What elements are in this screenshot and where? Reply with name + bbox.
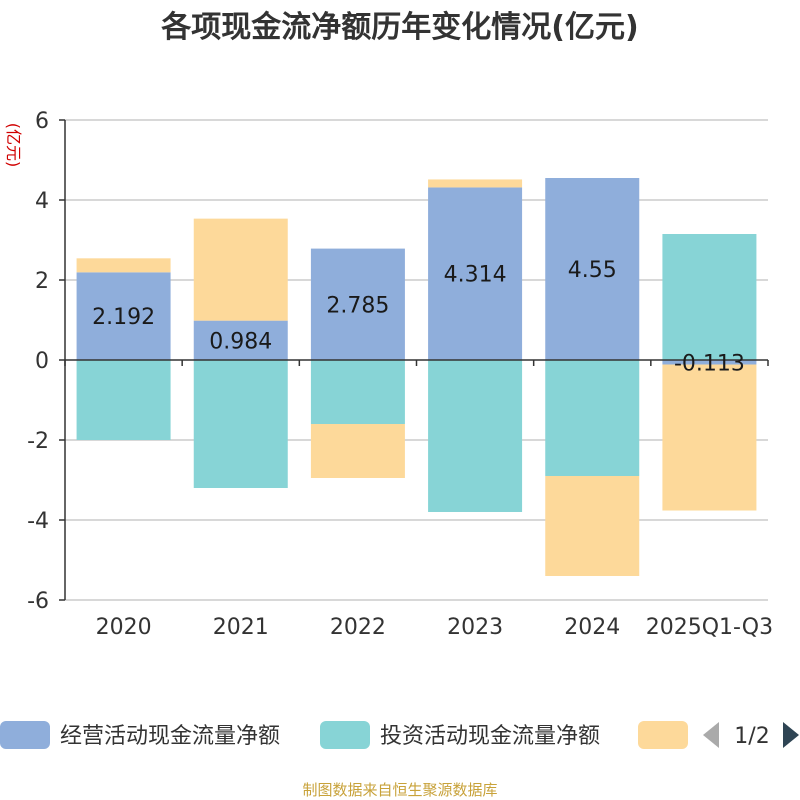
data-label-2022: 2.785 bbox=[326, 293, 389, 318]
bar-series-1-2022[interactable] bbox=[310, 248, 405, 360]
bar-series-3-2025Q1-Q3[interactable] bbox=[662, 364, 757, 511]
data-label-2021: 0.984 bbox=[209, 329, 272, 354]
bar-series-2-2025Q1-Q3[interactable] bbox=[662, 234, 757, 360]
legend-swatch-1[interactable] bbox=[0, 721, 50, 749]
x-tick-label: 2021 bbox=[213, 615, 269, 640]
legend: 经营活动现金流量净额 投资活动现金流量净额 1/2 bbox=[0, 721, 799, 749]
data-label-2025Q1-Q3: -0.113 bbox=[674, 351, 745, 376]
legend-swatch-3[interactable] bbox=[638, 721, 688, 749]
legend-next-icon[interactable] bbox=[783, 722, 799, 748]
axes: 6 4 2 0 -2 -4 -6 2020 2021 2022 2023 2024 2025Q1-Q3 bbox=[27, 109, 773, 640]
bar-series-1-2023[interactable] bbox=[428, 187, 523, 360]
bar-series-3-2024[interactable] bbox=[545, 476, 640, 576]
data-label-2024: 4.55 bbox=[568, 258, 617, 283]
bar-series-1-2025Q1-Q3[interactable] bbox=[662, 360, 757, 365]
chart-title: 各项现金流净额历年变化情况(亿元) bbox=[160, 10, 638, 45]
bar-series-2-2021[interactable] bbox=[193, 360, 288, 488]
legend-page-indicator: 1/2 bbox=[734, 724, 769, 749]
y-axis-label: (亿元) bbox=[4, 123, 23, 168]
legend-label-2[interactable]: 投资活动现金流量净额 bbox=[380, 724, 600, 749]
bar-series-1-2020[interactable] bbox=[76, 272, 171, 360]
data-labels: 2.192 0.984 2.785 4.314 4.55 -0.113 bbox=[92, 258, 745, 376]
y-tick-label: -2 bbox=[27, 429, 49, 454]
source-footer: 制图数据来自恒生聚源数据库 bbox=[302, 781, 497, 799]
bar-series-3-2023[interactable] bbox=[428, 179, 523, 188]
bar-series-3-2022[interactable] bbox=[310, 424, 405, 478]
bar-series-1-2021[interactable] bbox=[193, 320, 288, 360]
x-tick-label: 2025Q1-Q3 bbox=[646, 615, 773, 640]
bar-series-2-2023[interactable] bbox=[428, 360, 523, 512]
y-tick-label: -4 bbox=[27, 509, 49, 534]
legend-swatch-2[interactable] bbox=[320, 721, 370, 749]
x-tick-label: 2023 bbox=[447, 615, 503, 640]
data-label-2023: 4.314 bbox=[444, 263, 507, 288]
y-tick-label: -6 bbox=[27, 589, 49, 614]
x-tick-label: 2020 bbox=[96, 615, 152, 640]
y-tick-label: 4 bbox=[35, 189, 49, 214]
bar-series-3-2020[interactable] bbox=[76, 258, 171, 273]
y-tick-label: 6 bbox=[35, 109, 49, 134]
bars bbox=[76, 178, 757, 576]
bar-series-2-2022[interactable] bbox=[310, 360, 405, 424]
bar-series-1-2024[interactable] bbox=[545, 178, 640, 360]
x-tick-label: 2022 bbox=[330, 615, 386, 640]
grid-lines bbox=[65, 119, 768, 601]
bar-series-3-2021[interactable] bbox=[193, 218, 288, 321]
x-tick-label: 2024 bbox=[564, 615, 620, 640]
legend-prev-icon[interactable] bbox=[703, 722, 719, 748]
y-tick-label: 2 bbox=[35, 269, 49, 294]
data-label-2020: 2.192 bbox=[92, 305, 155, 330]
bar-series-2-2024[interactable] bbox=[545, 360, 640, 476]
legend-label-1[interactable]: 经营活动现金流量净额 bbox=[60, 724, 280, 749]
bar-series-2-2020[interactable] bbox=[76, 360, 171, 440]
y-tick-label: 0 bbox=[35, 349, 49, 374]
